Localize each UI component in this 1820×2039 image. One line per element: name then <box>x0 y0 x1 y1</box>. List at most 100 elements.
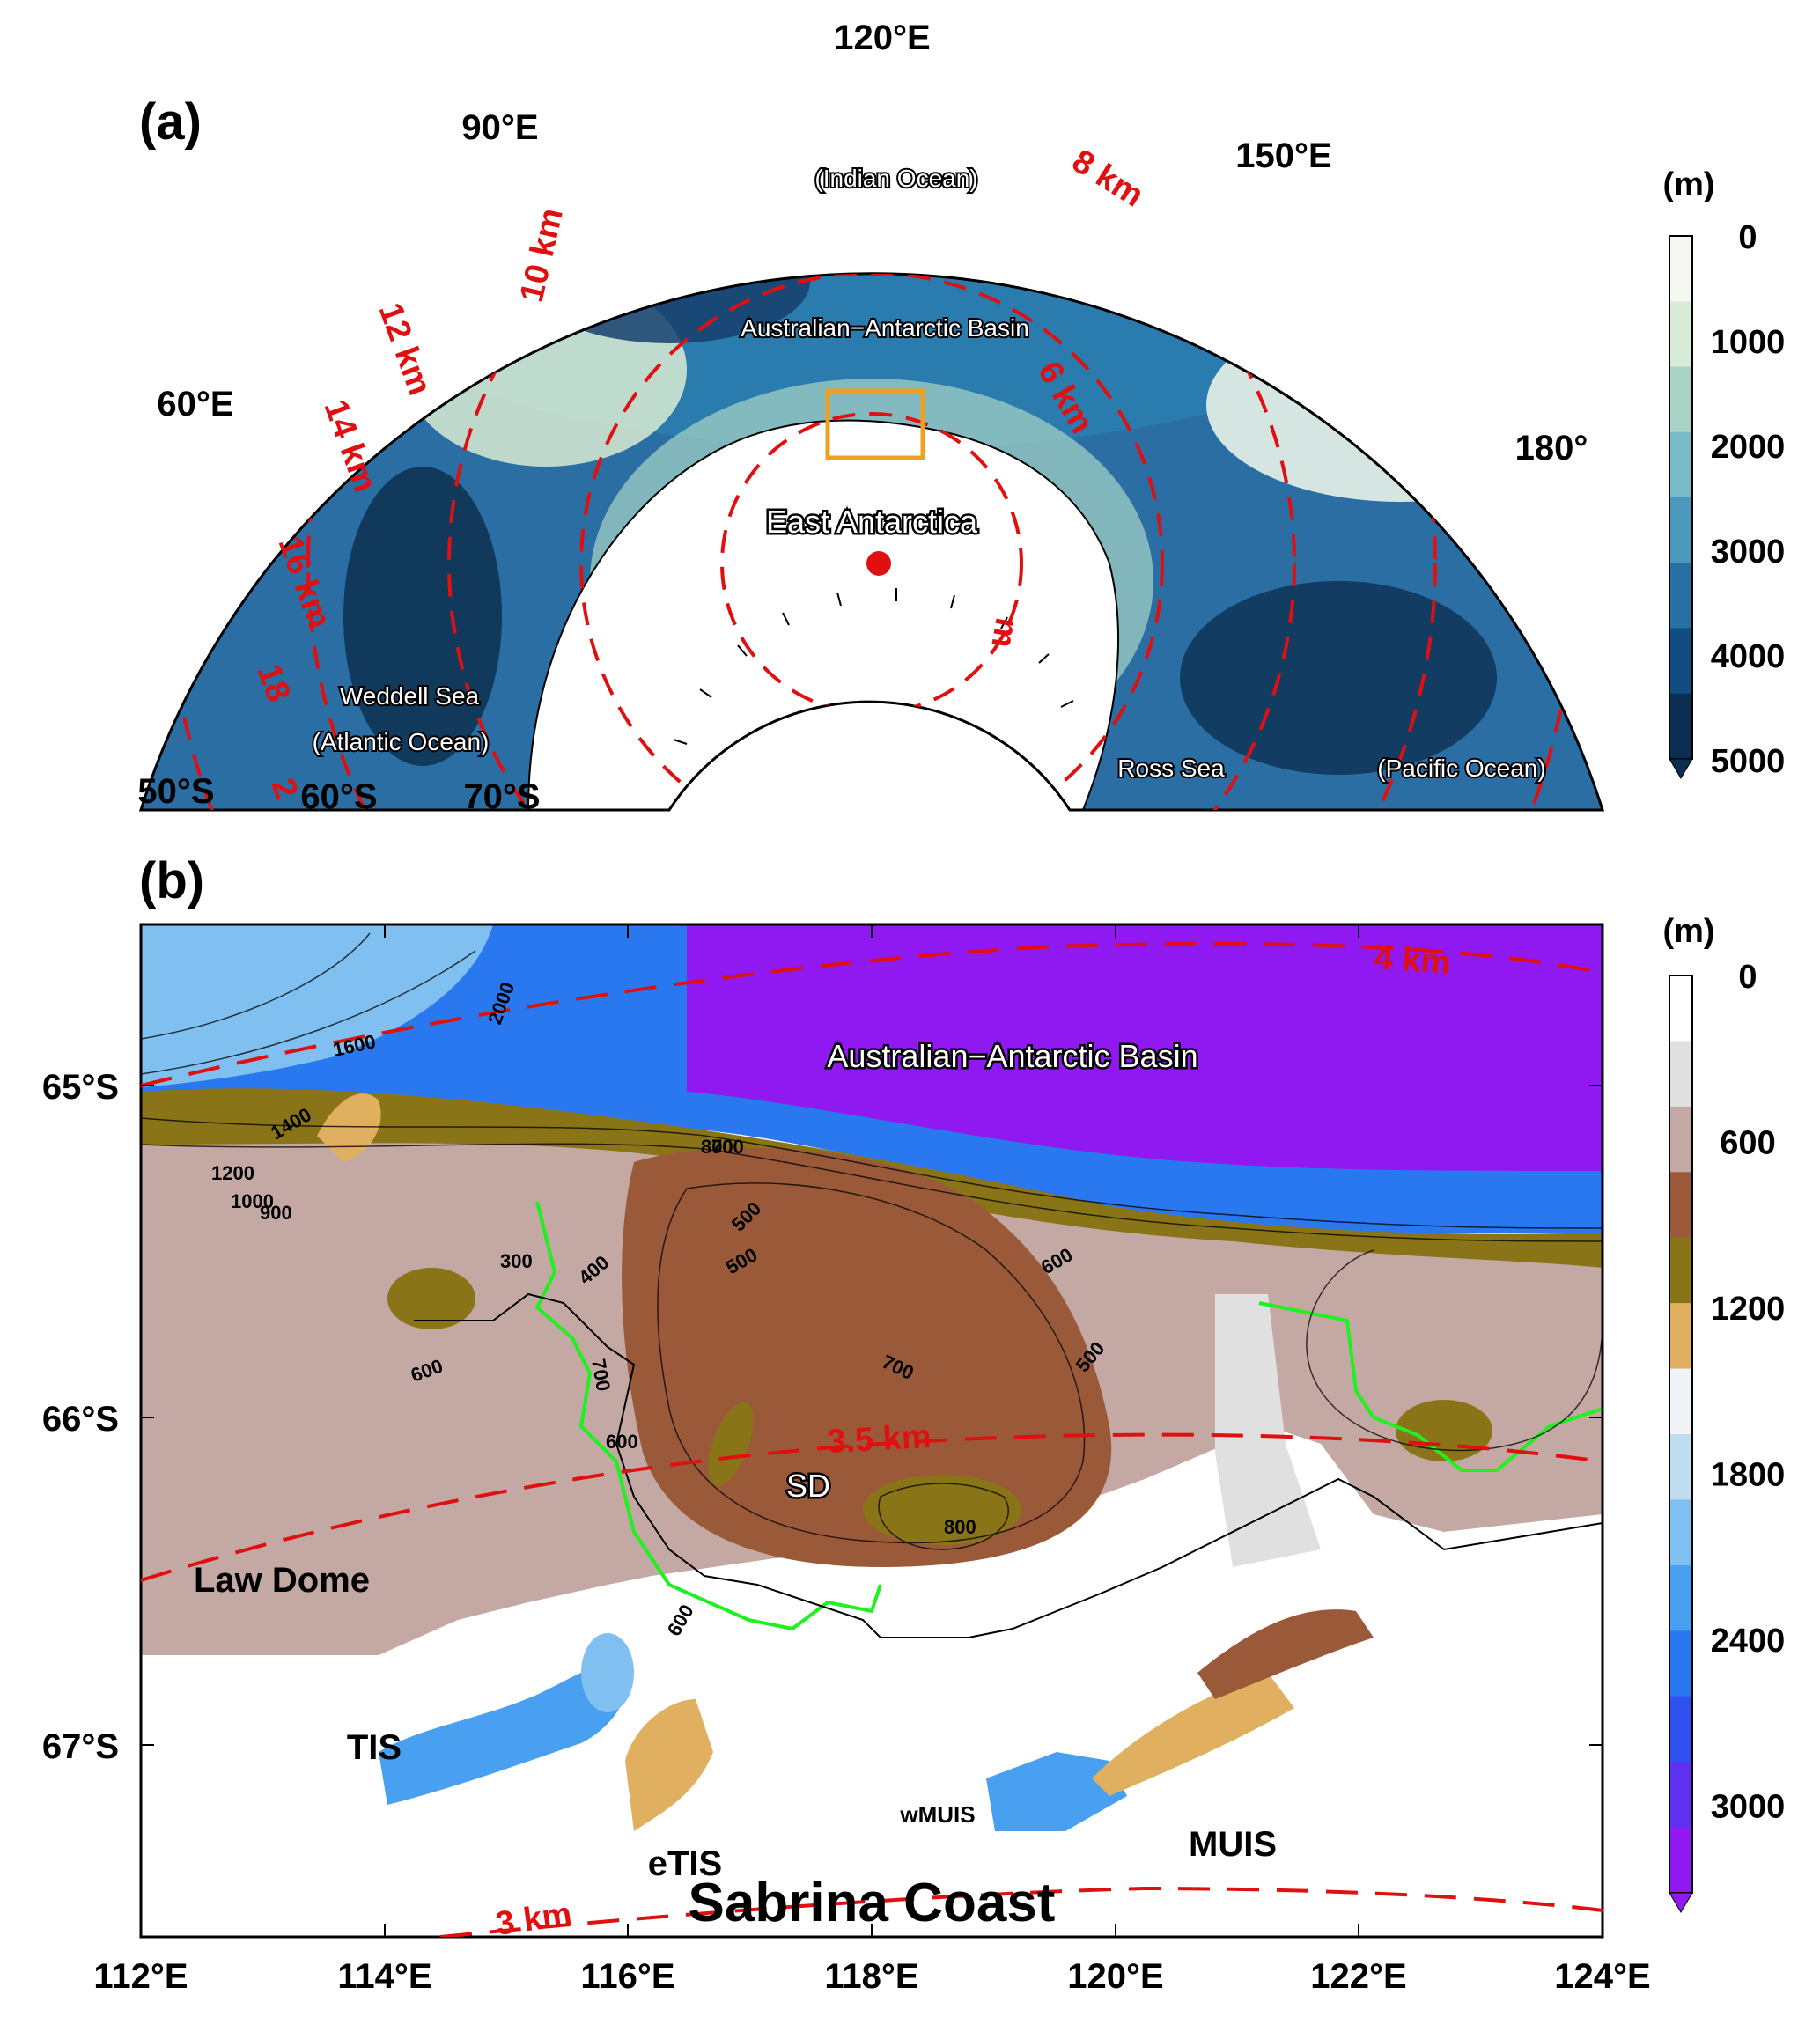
colorbar-b-swatch <box>1669 1630 1692 1697</box>
inner-arc-ticks <box>673 588 1074 745</box>
colorbar-a-swatch <box>1669 693 1692 760</box>
colorbar-b-extend-arrow <box>1669 1892 1693 1913</box>
label-sd: SD <box>786 1468 830 1504</box>
lon-label-120e-b: 120°E <box>1067 1957 1163 1996</box>
contour-label-800-sd: 800 <box>944 1516 976 1538</box>
ring-label-12km: 12 km <box>372 298 438 401</box>
lon-label-150e: 150°E <box>1235 136 1331 175</box>
colorbar-a-swatch <box>1669 628 1692 695</box>
colorbar-b-unit: (m) <box>1662 913 1714 950</box>
colorbar-b-swatch <box>1669 1564 1692 1631</box>
lon-label-114e: 114°E <box>337 1957 431 1996</box>
panel-b-map <box>141 924 1603 1937</box>
colorbar-b-tick-label: 0 <box>1738 959 1757 996</box>
sd-deep-800 <box>863 1475 1021 1545</box>
colorbar-b: 0 600 1200 1800 2400 3000 <box>1669 959 1786 1913</box>
lon-label-90e: 90°E <box>461 108 538 147</box>
colorbar-a-tick-label: 2000 <box>1711 429 1786 466</box>
label-pacific-ocean: (Pacific Ocean) <box>1377 755 1545 782</box>
colorbar-b-swatch <box>1669 1696 1692 1763</box>
deep-basin-east <box>1180 581 1497 775</box>
colorbar-b-tick-label: 1200 <box>1711 1291 1786 1328</box>
new-zealand-coast <box>1408 305 1454 335</box>
coastline <box>414 1292 1603 1638</box>
lon-label-180: 180° <box>1515 429 1588 467</box>
contour-label-800: 800 <box>701 1136 733 1158</box>
tis-cavity-light <box>581 1633 634 1712</box>
lon-label-120e: 120°E <box>834 18 930 57</box>
colorbar-b-swatch <box>1669 1368 1692 1435</box>
lat-label-66s: 66°S <box>42 1400 119 1439</box>
colorbar-a-tick-label: 1000 <box>1711 324 1786 361</box>
label-weddell-sea: Weddell Sea <box>340 682 480 710</box>
contour-label-600-trough: 600 <box>606 1431 638 1453</box>
label-atlantic-ocean: (Atlantic Ocean) <box>313 728 490 755</box>
contour-label-1000: 1000 <box>231 1190 274 1212</box>
colorbar-a-tick-label: 5000 <box>1711 743 1786 780</box>
label-law-dome: Law Dome <box>194 1561 370 1600</box>
colorbar-a-unit: (m) <box>1662 166 1714 203</box>
colorbar-b-tick-label: 2400 <box>1711 1623 1786 1660</box>
colorbar-a-swatch <box>1669 366 1692 433</box>
contour-label-300: 300 <box>500 1250 533 1272</box>
dist-label-3-5km: 3.5 km <box>826 1418 932 1461</box>
panel-b-label: (b) <box>139 852 204 909</box>
ring-label-14km: 14 km <box>317 395 384 497</box>
colorbar-b-tick-label: 3000 <box>1711 1789 1786 1826</box>
lon-label-116e: 116°E <box>580 1957 674 1996</box>
colorbar-b-swatch <box>1669 975 1692 1042</box>
lon-label-122e: 122°E <box>1310 1957 1406 1996</box>
study-area-box <box>825 388 925 460</box>
ring-label-8km: 8 km <box>1065 143 1150 215</box>
label-ross-sea: Ross Sea <box>1117 755 1225 782</box>
colorbar-b-swatch <box>1669 1303 1692 1370</box>
colorbar-a-swatch <box>1669 301 1692 367</box>
lon-label-118e: 118°E <box>824 1957 918 1996</box>
contour-label-900: 900 <box>260 1202 292 1224</box>
colorbar-a-swatch <box>1669 431 1692 498</box>
colorbar-b-swatch <box>1669 1499 1692 1566</box>
colorbar-a-swatch <box>1669 563 1692 629</box>
lon-label-60e: 60°E <box>157 385 233 423</box>
label-muis: MUIS <box>1189 1825 1277 1864</box>
lat-label-65s: 65°S <box>42 1068 119 1107</box>
colorbar-b-swatch <box>1669 1041 1692 1108</box>
grounding-line-east <box>1258 1301 1603 1472</box>
muis-trough <box>1197 1609 1374 1699</box>
panel-b-ticks <box>140 924 1603 1937</box>
panel-a-label: (a) <box>139 93 202 151</box>
label-aab-a: Australian−Antarctic Basin <box>741 314 1029 342</box>
shallow-bank-west <box>317 1093 381 1162</box>
colorbar-a-swatch <box>1669 236 1692 302</box>
panel-a-frame <box>138 272 1605 812</box>
colorbar-b-swatch <box>1669 1434 1692 1500</box>
lon-label-124e: 124°E <box>1554 1957 1650 1996</box>
sd-trough-deep <box>708 1402 754 1486</box>
colorbar-b-swatch <box>1669 1762 1692 1829</box>
colorbar-b-swatch <box>1669 1172 1692 1239</box>
muis-shallow <box>1092 1673 1294 1796</box>
colorbar-a: 0 1000 2000 3000 4000 5000 <box>1669 219 1785 780</box>
label-sabrina-coast: Sabrina Coast <box>689 1873 1056 1933</box>
deep-basin-west <box>343 467 502 766</box>
colorbar-a-tick-label: 0 <box>1738 219 1757 256</box>
label-tis: TIS <box>347 1728 402 1767</box>
colorbar-b-swatch <box>1669 1827 1692 1894</box>
label-east-antarctica: East Antarctica <box>766 504 978 540</box>
colorbar-b-swatch <box>1669 1237 1692 1304</box>
ring-label-m: m <box>984 615 1025 651</box>
lat-label-50s: 50°S <box>137 772 214 811</box>
ring-label-10km: 10 km <box>513 205 571 305</box>
lat-label-67s: 67°S <box>42 1727 119 1766</box>
pole-marker <box>866 551 891 576</box>
bathymetry-contours <box>141 932 1603 1550</box>
contour-label-700-top: 700 <box>711 1136 744 1158</box>
colorbar-a-tick-label: 3000 <box>1711 534 1786 570</box>
muis-cavity <box>986 1752 1127 1831</box>
trough-west <box>387 1268 475 1329</box>
label-wmuis: wMUIS <box>899 1801 975 1828</box>
dist-label-4km: 4 km <box>1373 939 1451 982</box>
colorbar-a-extend-arrow <box>1669 758 1693 779</box>
contour-label-1200: 1200 <box>211 1162 254 1184</box>
